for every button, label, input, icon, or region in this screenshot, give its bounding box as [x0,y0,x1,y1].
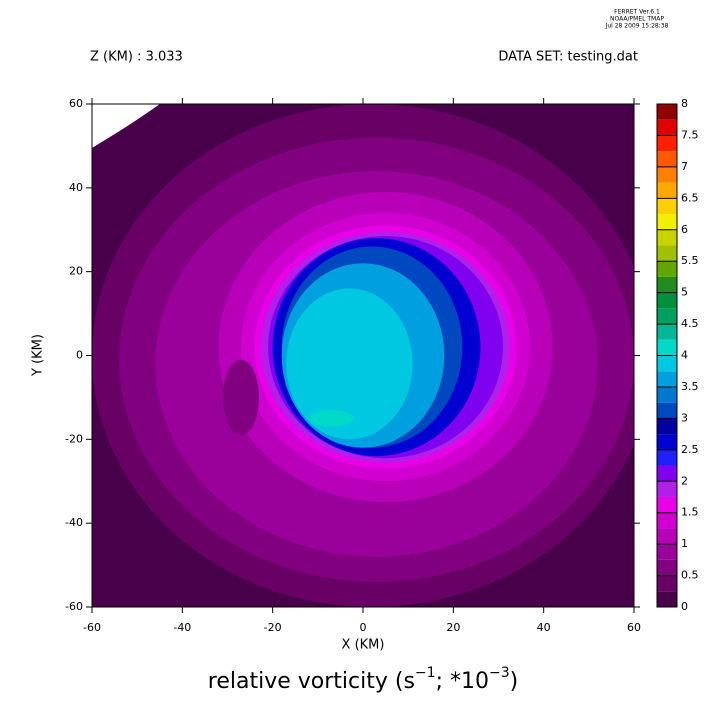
colorbar-cell [657,135,677,152]
stamp: Jul 28 2009 15:28:38 [605,23,669,30]
stamp: FERRET Ver.6.1 [614,9,660,16]
colorbar-cell [657,434,677,450]
colorbar-cell [657,166,677,183]
colorbar-cell [657,449,677,466]
x-tick-label: 20 [446,621,460,634]
no-data [92,104,160,148]
y-axis-label: Y (KM) [31,334,46,377]
title-part: relative vorticity (s [208,669,415,694]
x-tick-label: 40 [537,621,551,634]
colorbar-label: 1.5 [681,506,699,519]
colorbar-cell [657,386,677,403]
colorbar-cell [657,512,677,529]
colorbar-cell [657,104,677,120]
colorbar-cell [657,308,677,325]
y-tick-label: 60 [69,97,83,110]
colorbar-cell [657,544,677,560]
colorbar-label: 5 [681,286,688,299]
x-axis-label: X (KM) [342,638,385,653]
y-tick-label: -40 [65,516,83,529]
title-part: ; *10 [436,669,489,694]
colorbar-label: 2.5 [681,443,699,456]
chart-title: relative vorticity (s−1; *10−3) [208,665,518,694]
colorbar-label: 4.5 [681,317,699,330]
colorbar-label: 5.5 [681,254,699,267]
x-tick-label: -60 [83,621,101,634]
colorbar-label: 4 [681,349,688,362]
y-tick-label: -20 [65,432,83,445]
colorbar-cell [657,198,677,215]
colorbar-cell [657,214,677,230]
colorbar-cell [657,402,677,419]
x-tick-label: -20 [264,621,282,634]
y-tick-label: -60 [65,600,83,613]
colorbar-cell [657,276,677,293]
colorbar-cell [657,245,677,262]
x-tick-label: 60 [627,621,641,634]
colorbar-cell [657,324,677,340]
title-part: ) [510,669,519,694]
y-tick-label: 0 [76,349,83,362]
colorbar-cell [657,151,677,167]
contour-region [286,288,413,440]
title-part: −1 [415,665,436,681]
title-part: −3 [489,665,510,681]
colorbar-cell [657,182,677,199]
colorbar-label: 0.5 [681,569,699,582]
x-tick-label: -40 [173,621,191,634]
colorbar-cell [657,418,677,435]
colorbar-cell [657,339,677,356]
header-right: DATA SET: testing.dat [498,50,638,65]
y-tick-label: 40 [69,181,83,194]
colorbar-label: 2 [681,474,688,487]
colorbar-cell [657,575,677,592]
colorbar-label: 6 [681,223,688,236]
contour-region [222,359,260,436]
colorbar-cell [657,528,677,545]
x-tick-label: 0 [360,621,367,634]
colorbar-cell [657,591,677,607]
colorbar-label: 1 [681,537,688,550]
contour-region [308,409,354,427]
colorbar-label: 3 [681,411,688,424]
stamp: NOAA/PMEL TMAP [610,16,664,23]
colorbar-label: 3.5 [681,380,699,393]
colorbar-cell [657,119,677,136]
colorbar-cell [657,261,677,277]
colorbar-cell [657,229,677,246]
colorbar-cell [657,559,677,576]
colorbar-cell [657,371,677,387]
colorbar-label: 7 [681,160,688,173]
colorbar-label: 0 [681,600,688,613]
colorbar-cell [657,481,677,497]
header-left: Z (KM) : 3.033 [90,50,183,65]
y-tick-label: 20 [69,265,83,278]
field [92,104,634,607]
colorbar-label: 6.5 [681,191,699,204]
colorbar-cell [657,355,677,372]
colorbar-cell [657,465,677,482]
colorbar-cell [657,496,677,513]
colorbar-label: 7.5 [681,128,699,141]
colorbar-cell [657,292,677,309]
colorbar-label: 8 [681,97,688,110]
